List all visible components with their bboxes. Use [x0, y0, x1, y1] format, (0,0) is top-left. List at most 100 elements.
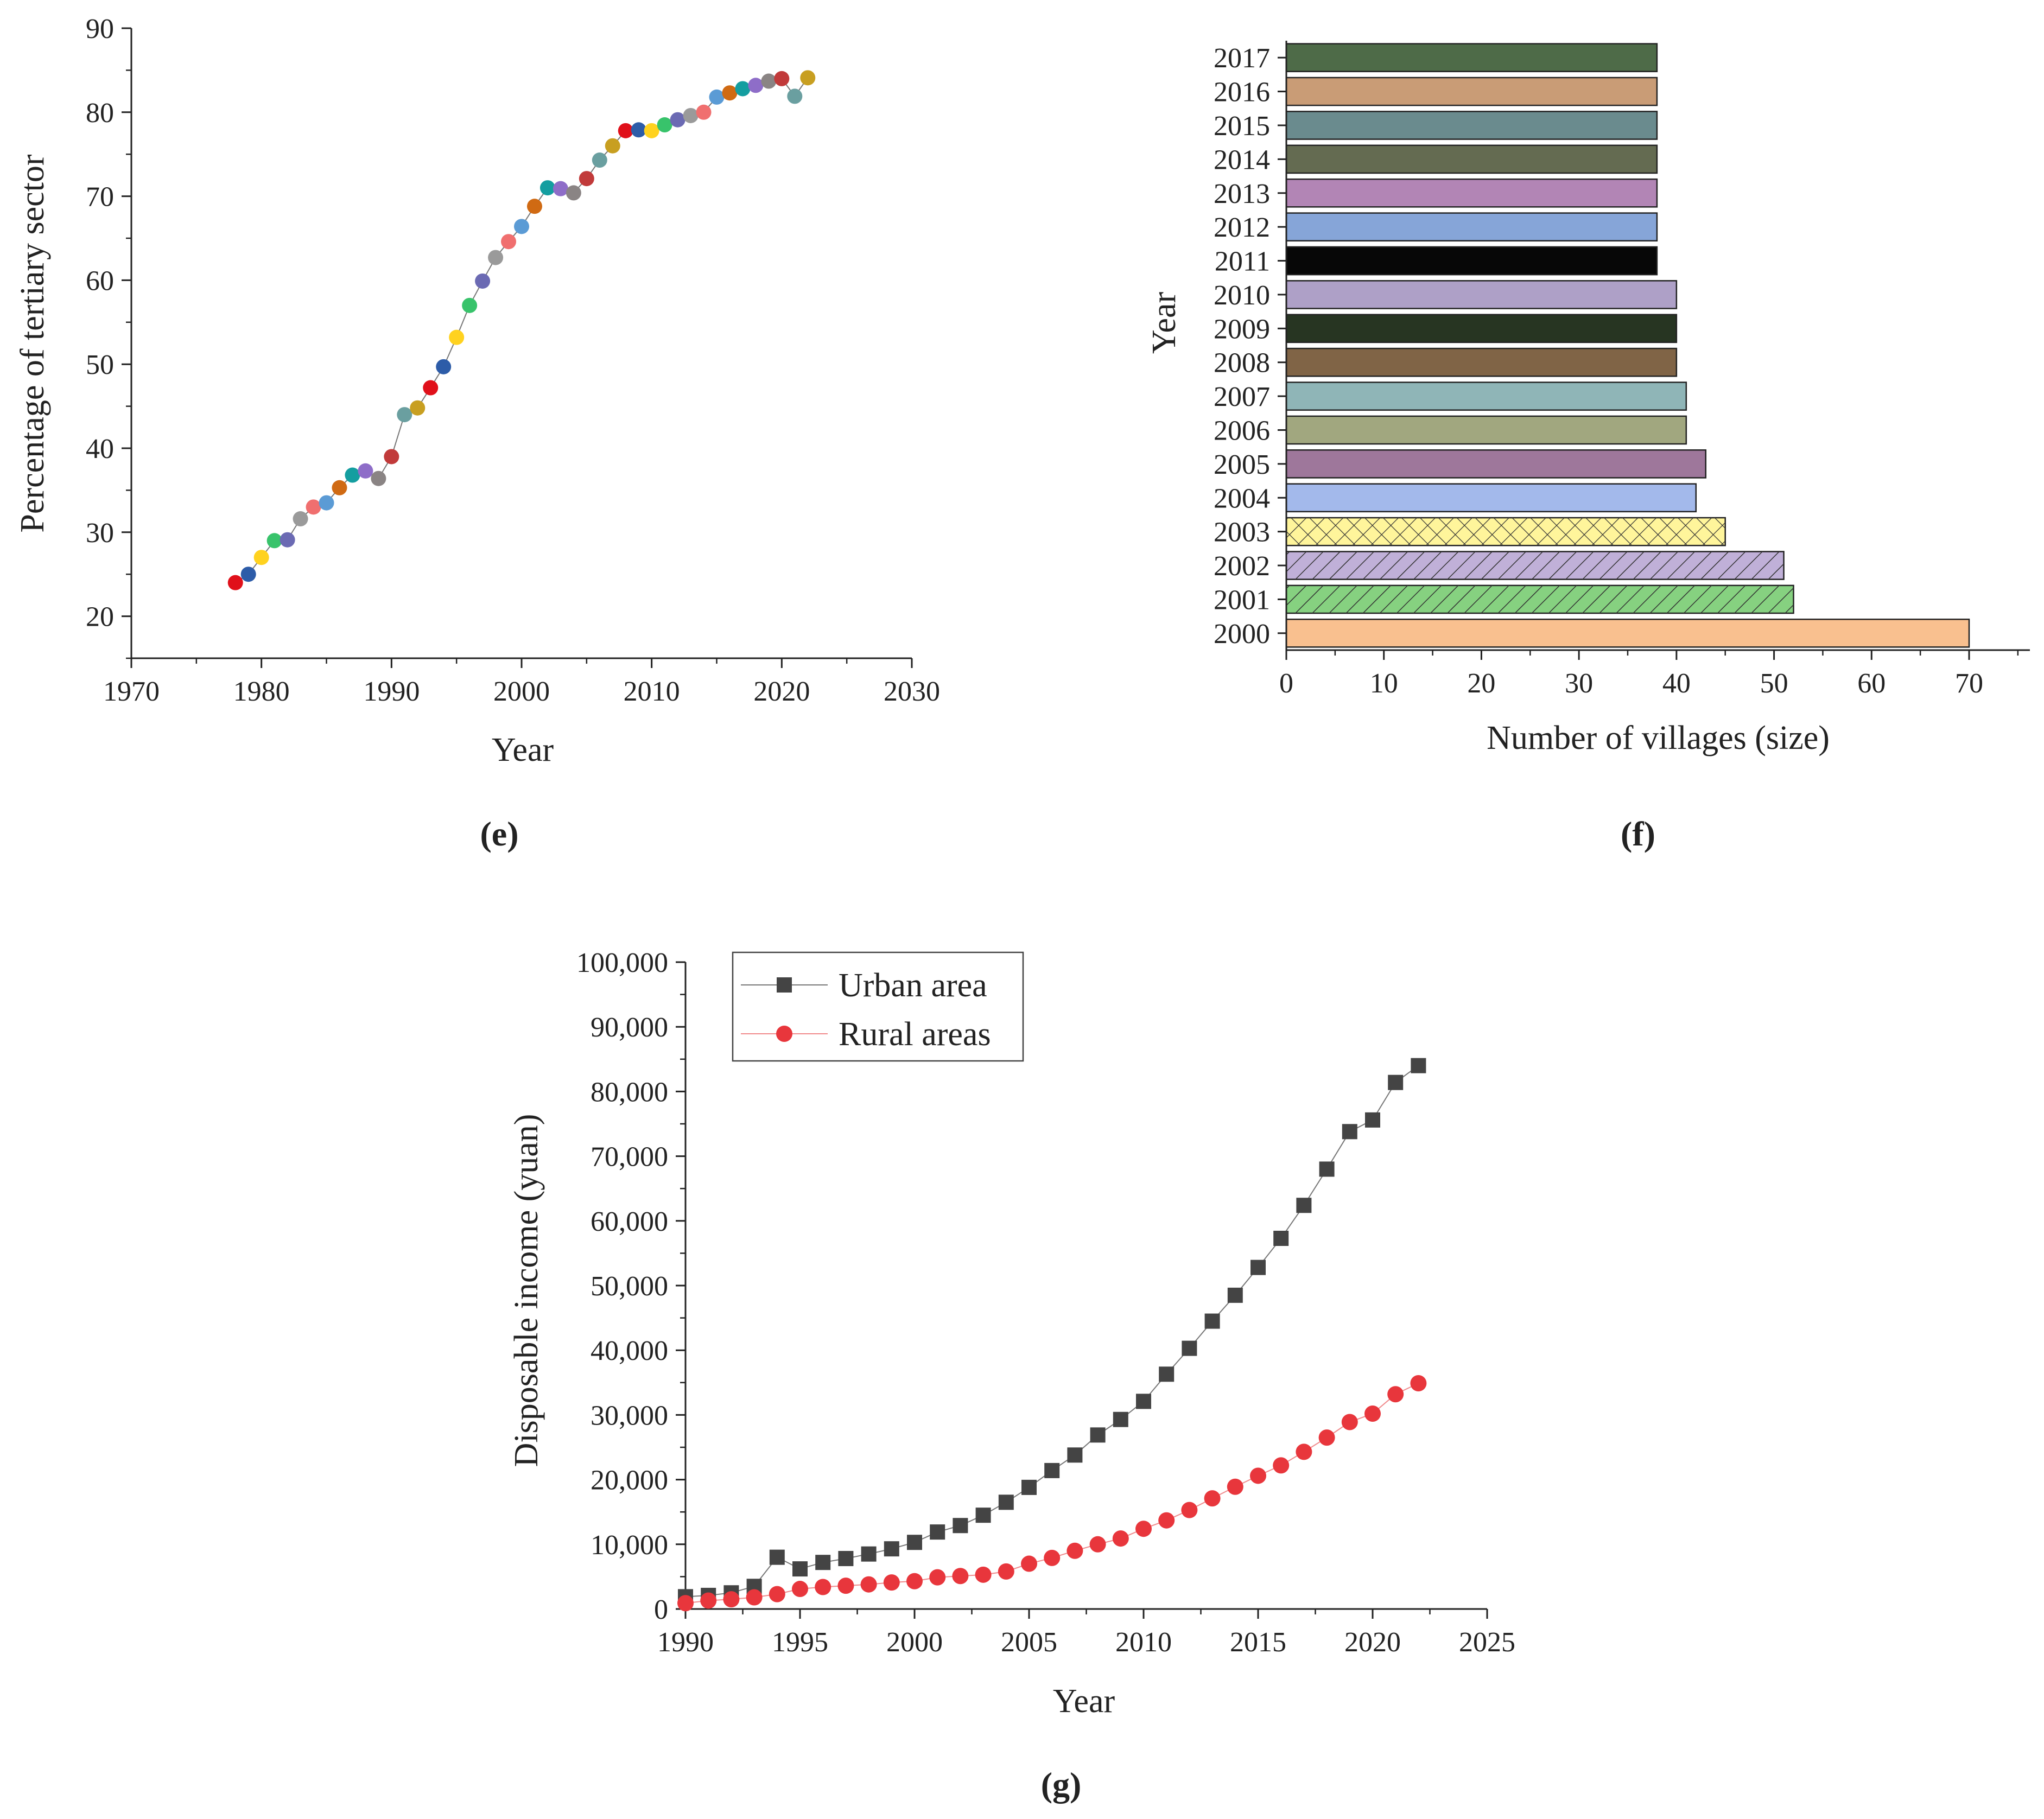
g-x-tick-label: 2010 — [1115, 1627, 1172, 1658]
f-x-tick-label: 30 — [1565, 668, 1593, 699]
chart-g-disposable-income: 1990 1995 2000 2005 2010 2015 2020 2025 0 10,000 2… — [508, 947, 1515, 1804]
f-y-tick-label: 2002 — [1214, 551, 1270, 582]
g-urban-point — [769, 1549, 785, 1565]
e-data-point — [553, 181, 568, 196]
e-data-point — [306, 499, 321, 515]
e-y-tick-label: 60 — [86, 265, 114, 296]
f-x-tick-label: 70 — [1955, 668, 1983, 699]
g-panel-label-close: ) — [1070, 1765, 1081, 1804]
e-data-point — [397, 407, 412, 423]
f-bar — [1285, 381, 1687, 411]
e-panel-label: (e) — [480, 815, 518, 853]
e-data-point — [227, 575, 243, 590]
g-urban-point — [792, 1561, 808, 1577]
e-x-tick-label: 2020 — [753, 676, 810, 707]
g-rural-point — [929, 1569, 946, 1586]
f-y-tick-label: 2000 — [1214, 619, 1270, 650]
e-data-point — [683, 107, 699, 123]
e-data-point — [722, 85, 738, 101]
e-data-point — [501, 234, 517, 250]
e-data-point — [293, 511, 308, 527]
g-urban-point — [884, 1541, 899, 1557]
g-y-tick-label: 40,000 — [591, 1335, 668, 1366]
f-bar — [1285, 212, 1658, 241]
g-rural-point — [1112, 1530, 1129, 1547]
f-x-axis-title: Number of villages (size) — [1487, 720, 1830, 756]
f-bar — [1285, 43, 1658, 73]
g-y-tick-label: 50,000 — [591, 1271, 668, 1302]
f-panel-label-open: ( — [1621, 815, 1632, 853]
f-y-tick-label: 2005 — [1214, 449, 1270, 480]
f-y-tick-label: 2009 — [1214, 314, 1270, 345]
e-y-tick-label: 50 — [86, 349, 114, 380]
g-rural-point — [998, 1563, 1014, 1580]
e-data-point — [462, 297, 478, 313]
g-legend-rural-label: Rural areas — [839, 1016, 991, 1053]
f-y-tick-label: 2014 — [1214, 144, 1270, 175]
f-x-tick-label: 10 — [1370, 668, 1398, 699]
e-data-point — [358, 463, 373, 479]
g-urban-point — [907, 1535, 922, 1550]
f-panel-label: (f) — [1621, 815, 1655, 853]
g-urban-point — [1090, 1427, 1106, 1443]
e-points — [227, 70, 816, 590]
f-bar — [1285, 144, 1658, 174]
f-y-tick-label: 2007 — [1214, 381, 1270, 412]
f-bar — [1285, 77, 1658, 106]
g-rural-point — [1273, 1457, 1290, 1474]
g-urban-point — [1227, 1287, 1243, 1303]
f-panel-label-close: ) — [1644, 815, 1655, 853]
e-data-point — [539, 180, 555, 196]
g-urban-point — [838, 1551, 854, 1567]
f-bar-hatch — [1286, 585, 1794, 613]
f-y-tick-label: 2008 — [1214, 348, 1270, 379]
e-data-point — [605, 138, 620, 154]
g-rural-point — [860, 1576, 877, 1593]
g-urban-point — [1342, 1124, 1357, 1140]
e-data-point — [319, 495, 334, 511]
e-y-tick-label: 70 — [86, 182, 114, 213]
e-data-point — [709, 89, 725, 105]
g-rural-point — [837, 1578, 854, 1594]
e-data-point — [657, 117, 672, 133]
g-legend-rural-marker — [776, 1026, 792, 1042]
g-y-tick-label: 100,000 — [576, 947, 668, 978]
e-data-point — [266, 533, 282, 549]
g-y-tick-label: 20,000 — [591, 1465, 668, 1496]
g-rural-point — [1296, 1443, 1312, 1460]
f-y-tick-label: 2010 — [1214, 280, 1270, 311]
g-x-tick-label: 2020 — [1344, 1627, 1401, 1658]
f-bars — [1285, 43, 1970, 648]
chart-f-villages: 2000 200120022003200420052006200720082009… — [1146, 41, 2030, 853]
e-data-point — [280, 532, 295, 548]
g-urban-point — [1136, 1394, 1151, 1409]
e-data-point — [644, 123, 659, 138]
e-data-point — [410, 400, 426, 416]
f-bar-hatch — [1286, 518, 1725, 546]
f-bar — [1285, 246, 1658, 276]
e-ticks: 1970 1980 1990 2000 2010 2020 2030203040506070… — [86, 14, 940, 707]
e-data-point — [436, 359, 452, 374]
g-series-urban — [678, 1058, 1426, 1605]
e-data-point — [384, 449, 399, 465]
e-data-point — [618, 123, 633, 138]
e-data-point — [345, 467, 360, 483]
e-x-tick-label: 1970 — [103, 676, 160, 707]
g-rural-point — [1204, 1490, 1221, 1507]
e-data-point — [800, 70, 816, 86]
g-rural-point — [746, 1589, 763, 1606]
g-rural-point — [723, 1591, 740, 1608]
e-data-point — [253, 550, 269, 565]
e-data-point — [735, 81, 751, 97]
e-x-tick-label: 1980 — [233, 676, 290, 707]
g-urban-point — [930, 1524, 945, 1540]
f-y-axis-title: Year — [1146, 292, 1183, 354]
g-rural-point — [700, 1592, 717, 1609]
chart-e-tertiary-sector: 1970 1980 1990 2000 2010 2020 2030203040506070… — [14, 14, 940, 853]
g-x-tick-label: 2000 — [886, 1627, 943, 1658]
f-x-tick-label: 40 — [1662, 668, 1691, 699]
f-bar — [1285, 347, 1678, 377]
g-urban-point — [1044, 1462, 1060, 1478]
e-data-point — [526, 199, 542, 214]
